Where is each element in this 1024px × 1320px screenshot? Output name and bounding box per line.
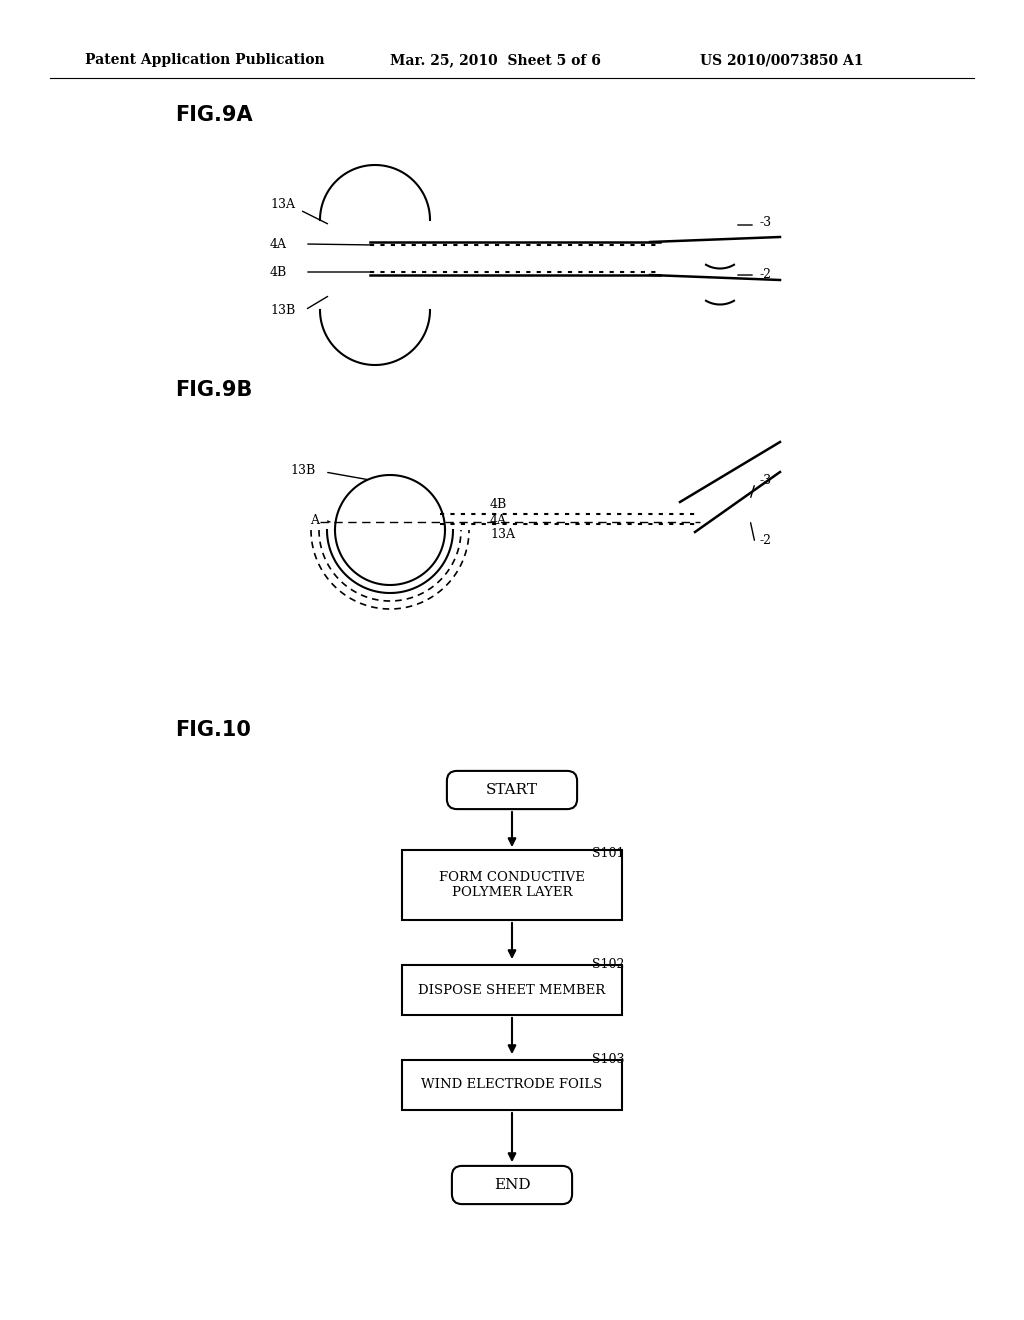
- Text: Patent Application Publication: Patent Application Publication: [85, 53, 325, 67]
- Text: 4B: 4B: [490, 499, 507, 511]
- Text: WIND ELECTRODE FOILS: WIND ELECTRODE FOILS: [421, 1078, 603, 1092]
- Text: 13A: 13A: [270, 198, 295, 211]
- Text: FIG.10: FIG.10: [175, 719, 251, 741]
- Text: US 2010/0073850 A1: US 2010/0073850 A1: [700, 53, 863, 67]
- Text: -3: -3: [760, 474, 772, 487]
- Text: 4B: 4B: [270, 265, 288, 279]
- Text: END: END: [494, 1177, 530, 1192]
- Text: Mar. 25, 2010  Sheet 5 of 6: Mar. 25, 2010 Sheet 5 of 6: [390, 53, 601, 67]
- Text: 13B: 13B: [290, 463, 315, 477]
- Text: -2: -2: [760, 533, 772, 546]
- Text: FORM CONDUCTIVE
POLYMER LAYER: FORM CONDUCTIVE POLYMER LAYER: [439, 871, 585, 899]
- FancyBboxPatch shape: [446, 771, 578, 809]
- Text: FIG.9B: FIG.9B: [175, 380, 252, 400]
- Text: 4A: 4A: [490, 513, 507, 527]
- Bar: [402, 965, 622, 1015]
- Text: S103: S103: [592, 1053, 625, 1067]
- Text: A: A: [310, 513, 319, 527]
- Text: FIG.9A: FIG.9A: [175, 106, 253, 125]
- FancyBboxPatch shape: [452, 1166, 572, 1204]
- Text: 13B: 13B: [270, 304, 295, 317]
- Bar: [402, 1060, 622, 1110]
- Text: S101: S101: [592, 847, 625, 861]
- Text: 13A: 13A: [490, 528, 515, 541]
- Text: S102: S102: [592, 958, 625, 972]
- Text: 4A: 4A: [270, 238, 287, 251]
- Bar: [402, 850, 622, 920]
- Text: START: START: [486, 783, 538, 797]
- Text: DISPOSE SHEET MEMBER: DISPOSE SHEET MEMBER: [419, 983, 605, 997]
- Text: -2: -2: [760, 268, 772, 281]
- Text: -3: -3: [760, 215, 772, 228]
